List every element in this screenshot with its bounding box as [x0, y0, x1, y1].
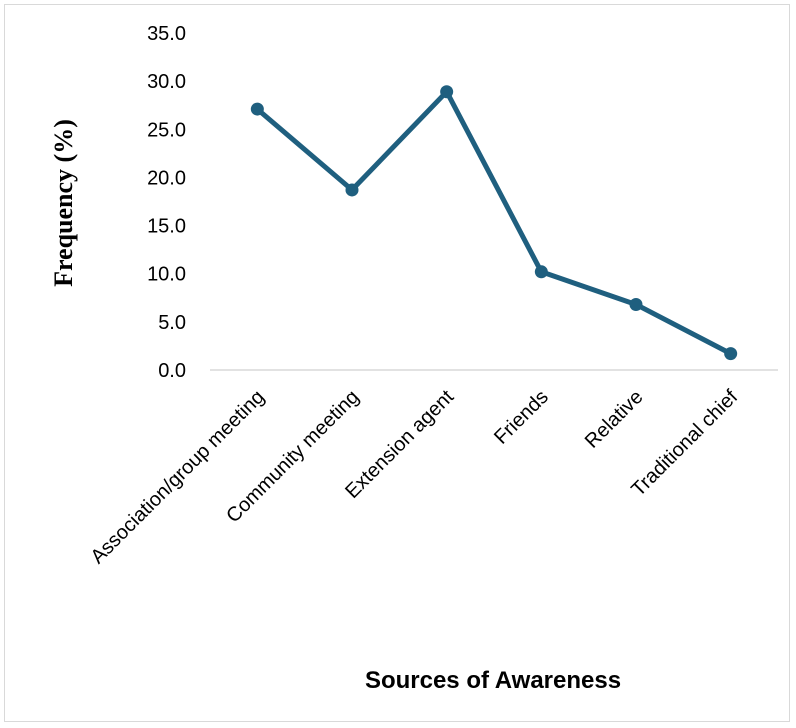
y-axis-ticks: 0.0 5.0 10.0 15.0 20.0 25.0 30.0 35.0: [147, 23, 186, 382]
y-axis-title: Frequency (%): [49, 119, 78, 287]
series-line: [254, 89, 734, 357]
y-tick-label: 30.0: [147, 71, 186, 93]
data-point-markers: [250, 85, 738, 361]
y-tick-label: 0.0: [158, 360, 186, 382]
data-point: [629, 298, 643, 312]
data-point: [724, 347, 738, 361]
x-axis-title: Sources of Awareness: [365, 667, 621, 694]
chart-frame: [4, 4, 790, 722]
data-point: [534, 265, 548, 279]
x-category-label: Association/group meeting: [87, 386, 269, 568]
data-point: [345, 183, 359, 197]
y-tick-label: 15.0: [147, 216, 186, 238]
data-point: [250, 102, 264, 116]
y-tick-label: 35.0: [147, 23, 186, 45]
y-tick-label: 25.0: [147, 119, 186, 141]
y-tick-label: 20.0: [147, 167, 186, 189]
data-point: [440, 85, 454, 99]
x-category-label: Friends: [490, 386, 553, 449]
y-tick-label: 5.0: [158, 312, 186, 334]
x-category-label: Relative: [581, 386, 648, 453]
y-tick-label: 10.0: [147, 264, 186, 286]
